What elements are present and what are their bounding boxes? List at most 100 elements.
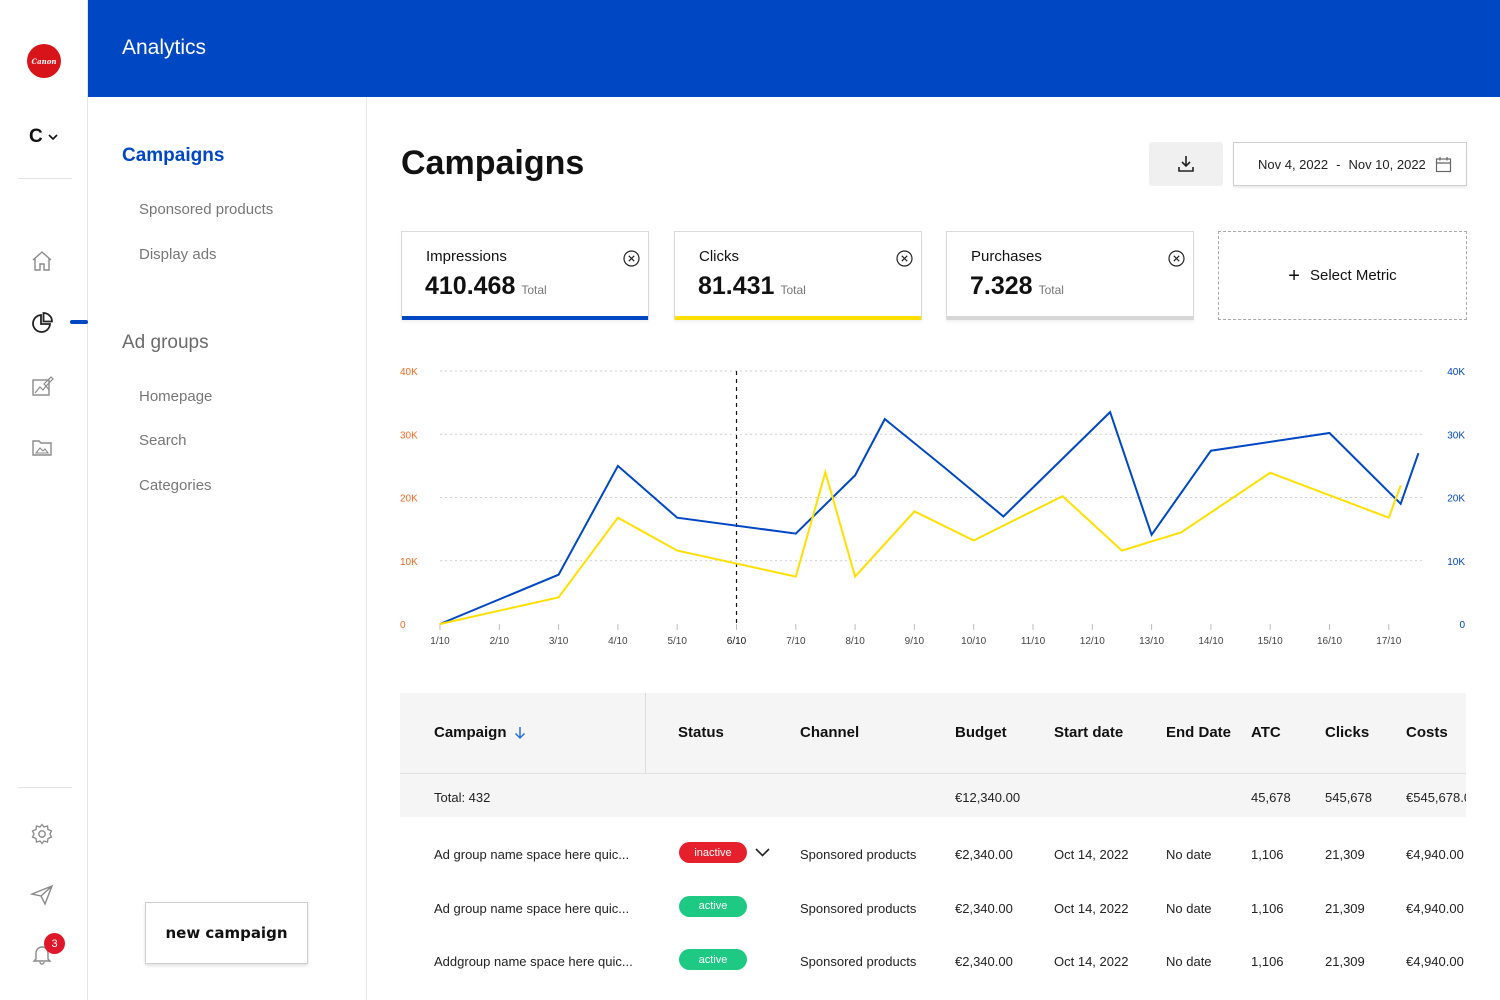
- nav-sponsored-products[interactable]: Sponsored products: [139, 201, 274, 218]
- image-folder-icon[interactable]: [29, 434, 55, 460]
- cell-costs: €4,940.00: [1406, 900, 1464, 916]
- secondary-sidebar: Campaigns Sponsored products Display ads…: [88, 97, 367, 1000]
- cell-atc: 1,106: [1251, 900, 1284, 916]
- gear-icon[interactable]: [29, 821, 55, 847]
- calendar-icon: [1435, 157, 1452, 173]
- status-pill-active[interactable]: active: [679, 949, 747, 970]
- cell-campaign[interactable]: Addgroup name space here quic...: [434, 954, 633, 969]
- metric-total-suffix: Total: [780, 283, 806, 297]
- line-chart: 0 0 10K 10K 20K 20K 30K 30K 40K 40K 1/10 2/10 3/10 4/…: [400, 367, 1465, 647]
- status-pill-active[interactable]: active: [679, 895, 747, 917]
- select-metric-button[interactable]: + Select Metric: [1218, 231, 1467, 320]
- x-tick-label: 11/10: [1021, 636, 1046, 647]
- metric-total-suffix: Total: [521, 283, 547, 297]
- y-right-tick-label: 30K: [1447, 430, 1465, 441]
- x-tick-label: 15/10: [1258, 636, 1283, 647]
- series-line-1: [439, 468, 1402, 625]
- download-icon: [1178, 156, 1194, 172]
- rail-active-indicator: [70, 320, 88, 324]
- metric-color-bar: [947, 316, 1193, 320]
- x-tick-label: 14/10: [1198, 636, 1223, 647]
- workspace-letter: C: [29, 126, 43, 147]
- date-separator: -: [1336, 156, 1341, 172]
- y-left-tick-label: 10K: [400, 557, 418, 568]
- close-icon[interactable]: [896, 250, 913, 267]
- th-campaign[interactable]: Campaign: [434, 724, 527, 741]
- cell-clicks: 21,309: [1325, 847, 1365, 862]
- brand-logo[interactable]: Canon: [27, 44, 61, 78]
- cell-campaign[interactable]: Ad group name space here quic...: [434, 847, 630, 862]
- table-row[interactable]: Ad group name space here quic... active …: [400, 871, 1466, 925]
- metric-card-impressions[interactable]: Impressions 410.468 Total: [401, 231, 649, 320]
- cell-costs: €4,940.00: [1406, 954, 1464, 969]
- cell-start-date: Oct 14, 2022: [1054, 954, 1129, 969]
- cell-budget: €2,340.00: [955, 954, 1013, 969]
- send-icon[interactable]: [29, 882, 55, 908]
- th-budget[interactable]: Budget: [955, 724, 1007, 741]
- th-clicks[interactable]: Clicks: [1325, 724, 1370, 741]
- table-total-row: Total: 432 €12,340.00 45,678 545,678 €54…: [400, 773, 1466, 817]
- cell-costs: €4,940.00: [1406, 847, 1464, 862]
- metric-label: Impressions: [426, 248, 507, 265]
- status-pill-inactive[interactable]: inactive: [679, 842, 747, 863]
- nav-homepage[interactable]: Homepage: [139, 388, 213, 405]
- download-button[interactable]: [1149, 142, 1223, 186]
- nav-ad-groups[interactable]: Ad groups: [122, 332, 209, 353]
- analytics-pie-icon[interactable]: [29, 310, 55, 336]
- cell-budget: €2,340.00: [955, 847, 1013, 862]
- date-range-picker[interactable]: Nov 4, 2022 - Nov 10, 2022: [1233, 142, 1467, 186]
- table-header: Campaign Status Channel Budget Start dat…: [400, 693, 1466, 817]
- date-end: Nov 10, 2022: [1348, 156, 1426, 172]
- y-left-tick-label: 30K: [400, 430, 418, 441]
- x-tick-label: 12/10: [1080, 636, 1105, 647]
- y-left-tick-label: 40K: [400, 367, 418, 378]
- top-header: Analytics: [88, 0, 1500, 97]
- icon-rail: Canon C 3: [0, 0, 88, 1000]
- nav-campaigns[interactable]: Campaigns: [122, 145, 225, 166]
- select-metric-label: Select Metric: [1309, 267, 1397, 284]
- th-status[interactable]: Status: [678, 724, 724, 741]
- close-icon[interactable]: [623, 250, 640, 267]
- cell-atc: 1,106: [1251, 954, 1284, 969]
- plus-icon: +: [1288, 264, 1300, 287]
- metric-card-purchases[interactable]: Purchases 7.328 Total: [946, 231, 1194, 320]
- y-left-tick-label: 20K: [400, 494, 418, 505]
- x-tick-label: 17/10: [1376, 636, 1401, 647]
- chevron-down-icon[interactable]: [754, 844, 771, 861]
- nav-search[interactable]: Search: [139, 432, 187, 449]
- cell-campaign[interactable]: Ad group name space here quic...: [434, 900, 630, 916]
- workspace-switcher[interactable]: C: [29, 126, 59, 148]
- home-icon[interactable]: [29, 248, 55, 274]
- metric-card-clicks[interactable]: Clicks 81.431 Total: [674, 231, 922, 320]
- th-costs[interactable]: Costs: [1406, 724, 1448, 741]
- y-right-tick-label: 20K: [1447, 494, 1465, 505]
- page-title: Campaigns: [401, 144, 585, 182]
- x-tick-label: 7/10: [786, 636, 806, 647]
- edit-image-icon[interactable]: [29, 373, 55, 399]
- th-channel[interactable]: Channel: [800, 724, 860, 741]
- nav-display-ads[interactable]: Display ads: [139, 246, 217, 263]
- table-row[interactable]: Ad group name space here quic... inactiv…: [400, 817, 1466, 871]
- cell-atc: 1,106: [1251, 847, 1284, 862]
- total-costs: €545,678.0: [1406, 790, 1466, 805]
- table-row[interactable]: Addgroup name space here quic... active …: [400, 924, 1466, 978]
- metric-color-bar: [675, 316, 921, 320]
- y-right-tick-label: 40K: [1447, 367, 1465, 378]
- metric-value: 410.468 Total: [425, 272, 547, 301]
- x-tick-label: 1/10: [430, 636, 450, 647]
- new-campaign-button[interactable]: new campaign: [145, 902, 308, 964]
- th-end-date[interactable]: End Date: [1166, 724, 1232, 741]
- x-tick-label: 3/10: [549, 636, 569, 647]
- y-right-tick-label: 10K: [1447, 557, 1465, 568]
- total-label: Total: 432: [434, 790, 491, 805]
- metric-color-bar: [402, 316, 648, 320]
- series-line-0: [439, 410, 1420, 625]
- cell-end-date: No date: [1166, 900, 1212, 916]
- th-start-date[interactable]: Start date: [1054, 724, 1124, 741]
- close-icon[interactable]: [1168, 250, 1185, 267]
- th-campaign-label: Campaign: [434, 724, 507, 741]
- nav-categories[interactable]: Categories: [139, 477, 212, 494]
- th-atc[interactable]: ATC: [1251, 724, 1281, 741]
- app-title: Analytics: [122, 36, 207, 59]
- y-right-tick-label: 0: [1459, 620, 1465, 631]
